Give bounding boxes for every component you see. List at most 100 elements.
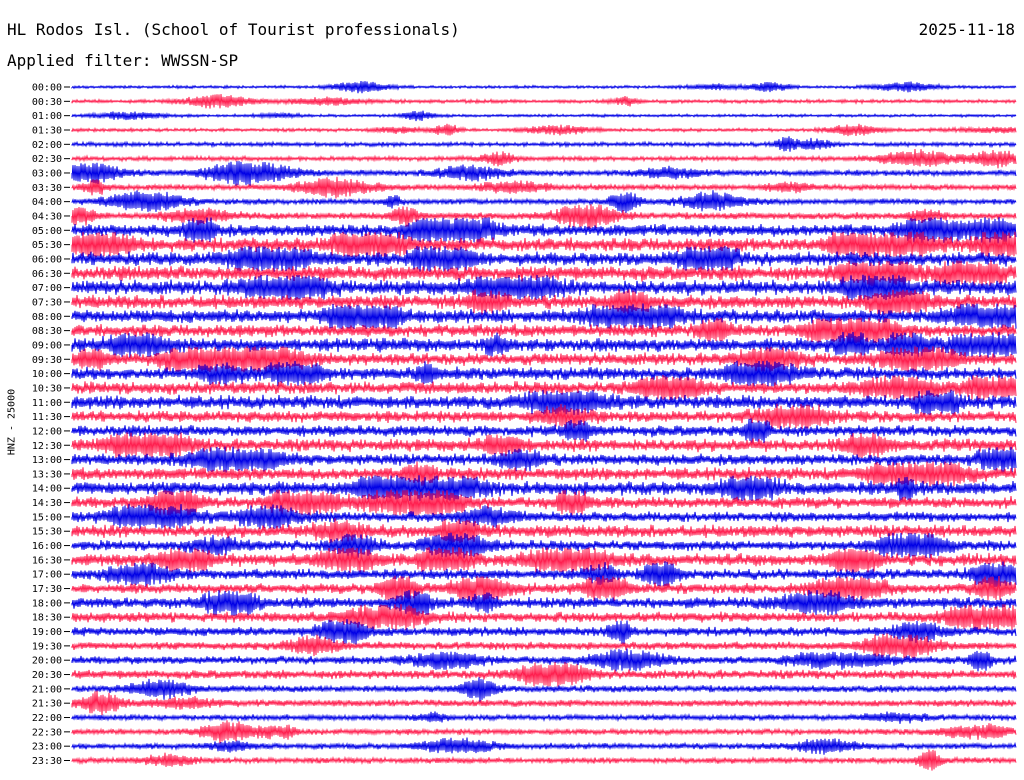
trace-row [71,633,1017,659]
row-time-label: 16:30 [32,555,62,566]
trace-row [71,403,1017,430]
trace-row [71,374,1017,401]
row-time-label: 15:00 [32,512,62,523]
row-time-label: 09:30 [32,355,62,366]
trace-row [71,346,1017,373]
row-time-label: 18:00 [32,598,62,609]
trace-row [71,720,1017,744]
row-time-label: 05:00 [32,226,62,237]
row-time-label: 13:00 [32,455,62,466]
row-time-label: 10:30 [32,383,62,394]
trace-row [71,317,1017,344]
row-time-label: 07:30 [32,297,62,308]
filter-label: Applied filter: WWSSN-SP [7,51,239,70]
station-title: HL Rodos Isl. (School of Tourist profess… [7,20,460,39]
row-time-label: 03:30 [32,183,62,194]
row-time-label: 16:00 [32,541,62,552]
trace-row [71,561,1017,588]
row-time-label: 10:00 [32,369,62,380]
row-time-label: 23:00 [32,742,62,753]
row-time-label: 08:30 [32,326,62,337]
row-time-label: 19:30 [32,641,62,652]
row-time-label: 13:30 [32,469,62,480]
trace-row [71,532,1017,559]
row-time-label: 09:00 [32,340,62,351]
row-time-label: 08:00 [32,312,62,323]
row-time-label: 20:00 [32,656,62,667]
row-time-label: 06:00 [32,254,62,265]
trace-row [71,303,1017,330]
trace-row [71,94,1017,109]
trace-row [71,418,1017,444]
row-time-label: 21:30 [32,699,62,710]
trace-row [71,461,1017,487]
row-time-label: 12:00 [32,426,62,437]
trace-row [71,518,1017,544]
trace-row [71,123,1017,137]
row-time-label: 17:00 [32,570,62,581]
trace-row [71,547,1017,573]
trace-row [71,148,1017,169]
trace-row [71,575,1017,602]
plot-date: 2025-11-18 [918,20,1015,39]
row-time-label: 12:30 [32,441,62,452]
trace-row [71,80,1017,94]
row-time-label: 11:00 [32,398,62,409]
row-time-label: 11:30 [32,412,62,423]
trace-row [71,661,1017,687]
row-time-label: 21:00 [32,684,62,695]
trace-row [71,737,1017,755]
trace-row [71,161,1017,186]
row-time-label: 14:30 [32,498,62,509]
trace-row [71,677,1017,702]
row-time-label: 18:30 [32,613,62,624]
row-time-label: 17:30 [32,584,62,595]
trace-row [71,190,1017,213]
row-time-label: 04:00 [32,197,62,208]
row-time-label: 22:00 [32,713,62,724]
trace-row [71,204,1017,229]
trace-row [71,711,1017,724]
trace-row [71,749,1017,771]
row-time-label: 22:30 [32,727,62,738]
trace-row [71,604,1017,631]
trace-row [71,432,1017,459]
row-time-label: 00:30 [32,97,62,108]
row-time-label: 01:30 [32,125,62,136]
trace-row [71,503,1017,530]
trace-row [71,110,1017,122]
row-time-label: 19:00 [32,627,62,638]
row-time-label: 03:00 [32,168,62,179]
row-time-label: 02:00 [32,140,62,151]
trace-row [71,489,1017,516]
trace-row [71,331,1017,358]
row-time-label: 02:30 [32,154,62,165]
row-time-label: 06:30 [32,269,62,280]
row-time-label: 05:30 [32,240,62,251]
trace-row [71,619,1017,645]
trace-row [71,475,1017,502]
trace-row [71,245,1017,272]
trace-row [71,289,1017,315]
trace-row [71,136,1017,152]
row-time-label: 04:30 [32,211,62,222]
row-time-label: 20:30 [32,670,62,681]
trace-row [71,360,1017,387]
row-time-label: 14:00 [32,484,62,495]
trace-row [71,589,1017,616]
trace-row [71,274,1017,301]
row-time-label: 23:30 [32,756,62,767]
row-time-label: 07:00 [32,283,62,294]
trace-row [71,217,1017,244]
trace-row [71,389,1017,416]
trace-row [71,446,1017,473]
trace-row [71,648,1017,672]
row-time-label: 01:00 [32,111,62,122]
trace-row [71,231,1017,258]
trace-row [71,260,1017,287]
row-time-label: 00:00 [32,83,62,94]
trace-row [71,176,1017,199]
trace-row [71,690,1017,716]
row-time-label: 15:30 [32,527,62,538]
